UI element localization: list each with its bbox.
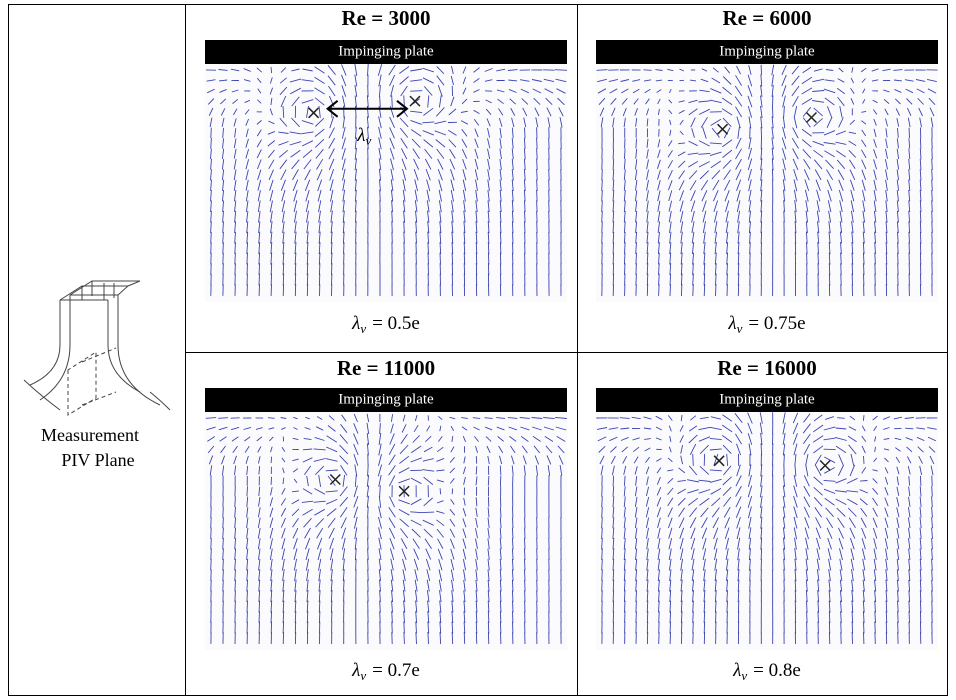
- plate-label: Impinging plate: [719, 43, 815, 59]
- panel: Re = 6000 Impinging plate λv = 0.75e: [596, 6, 938, 336]
- panel-caption: λv = 0.8e: [732, 660, 801, 683]
- plate-label: Impinging plate: [338, 391, 434, 407]
- figure-table: Measurement PIV Plane Re = 3000 Impinging…: [0, 0, 956, 700]
- panel-caption: λv = 0.5e: [351, 313, 420, 336]
- panel-title: Re = 6000: [723, 6, 812, 30]
- caption-value: = 0.5e: [372, 313, 420, 334]
- plate-label: Impinging plate: [719, 391, 815, 407]
- caption-value: = 0.75e: [748, 313, 805, 334]
- left-label: PIV Plane: [61, 450, 134, 470]
- subscript: v: [741, 668, 747, 683]
- panel: Re = 11000 Impinging plate λv = 0.7e: [205, 356, 567, 683]
- subscript: v: [737, 321, 743, 336]
- panel-title: Re = 16000: [717, 356, 816, 380]
- panel-caption: λv = 0.7e: [351, 660, 420, 683]
- subscript: v: [366, 133, 372, 148]
- measurement-sketch: [24, 281, 170, 415]
- caption-value: = 0.7e: [372, 660, 420, 681]
- panel: Re = 16000 Impinging plate λv = 0.8e: [596, 356, 938, 683]
- subscript: v: [360, 668, 366, 683]
- lambda: λ: [356, 125, 365, 146]
- panel-title: Re = 11000: [337, 356, 435, 380]
- panel-title: Re = 3000: [342, 6, 431, 30]
- panel-caption: λv = 0.75e: [727, 313, 805, 336]
- caption-value: = 0.8e: [753, 660, 801, 681]
- lambda: λ: [351, 313, 360, 334]
- subscript: v: [360, 321, 366, 336]
- left-label: Measurement: [41, 425, 139, 445]
- lambda: λ: [732, 660, 741, 681]
- lambda: λ: [351, 660, 360, 681]
- plate-label: Impinging plate: [338, 43, 434, 59]
- lambda: λ: [727, 313, 736, 334]
